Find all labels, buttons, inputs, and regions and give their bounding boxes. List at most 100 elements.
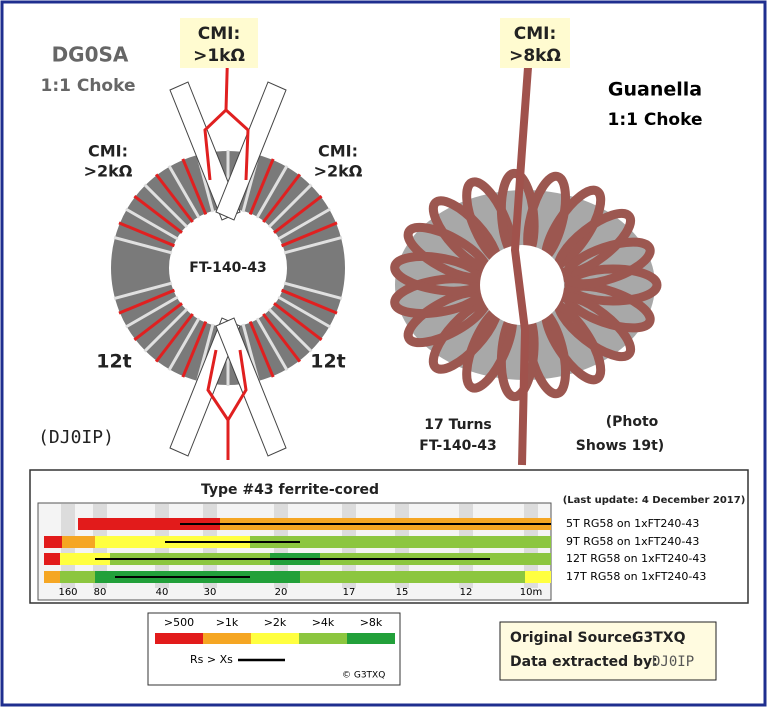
winding bbox=[248, 158, 275, 215]
cmi-value: >2kΩ bbox=[314, 162, 363, 181]
winding bbox=[167, 165, 201, 219]
winding bbox=[283, 281, 343, 300]
bar-segment bbox=[60, 571, 95, 583]
band-label: 17 bbox=[343, 587, 356, 598]
credit: (DJ0IP) bbox=[38, 427, 114, 448]
cmi-label: CMI: bbox=[198, 24, 241, 44]
winding bbox=[281, 288, 338, 315]
title: Guanella bbox=[608, 79, 702, 101]
winding bbox=[281, 221, 338, 248]
band-label: 30 bbox=[204, 587, 217, 598]
bar-segment bbox=[78, 518, 220, 530]
bar-segment bbox=[60, 553, 110, 565]
cmi-value: >2kΩ bbox=[84, 162, 133, 181]
winding bbox=[118, 221, 175, 248]
core-label: FT-140-43 bbox=[189, 260, 266, 276]
winding bbox=[248, 321, 275, 378]
legend-label: >500 bbox=[164, 616, 194, 629]
bar-segment bbox=[300, 571, 525, 583]
subtitle: 1:1 Choke bbox=[40, 76, 135, 96]
cmi-bg bbox=[180, 18, 258, 68]
winding bbox=[267, 307, 313, 353]
legend-swatch bbox=[299, 633, 347, 644]
copyright: © G3TXQ bbox=[342, 671, 385, 681]
note: (Photo bbox=[606, 414, 659, 430]
cmi-label: CMI: bbox=[88, 142, 128, 161]
winding bbox=[181, 158, 208, 215]
winding bbox=[167, 317, 201, 371]
cmi-value: >1kΩ bbox=[193, 46, 245, 66]
turns-label: 12t bbox=[310, 351, 346, 373]
bar-segment bbox=[44, 536, 62, 548]
winding bbox=[267, 183, 313, 229]
winding bbox=[133, 194, 183, 234]
winding bbox=[154, 313, 194, 363]
winding bbox=[277, 295, 331, 329]
winding bbox=[113, 281, 173, 300]
legend-box bbox=[147, 612, 401, 686]
cmi-label: CMI: bbox=[514, 24, 557, 44]
winding bbox=[113, 236, 173, 255]
band-label: 10m bbox=[520, 587, 542, 598]
band-label: 15 bbox=[396, 587, 409, 598]
band-label: 20 bbox=[275, 587, 288, 598]
legend-swatch bbox=[347, 633, 395, 644]
legend-swatch bbox=[251, 633, 299, 644]
rs-label: Rs > Xs bbox=[190, 653, 233, 666]
legend-label: >8k bbox=[360, 616, 383, 629]
bar-segment bbox=[250, 571, 300, 583]
winding bbox=[125, 295, 179, 329]
source-name: DJ0IP bbox=[652, 654, 694, 670]
cmi-label: CMI: bbox=[318, 142, 358, 161]
winding bbox=[255, 165, 289, 219]
row-label: 9T RG58 on 1xFT240-43 bbox=[566, 535, 699, 548]
toroid-photo bbox=[390, 39, 662, 466]
chart-title: Type #43 ferrite-cored bbox=[201, 482, 379, 498]
band-label: 80 bbox=[94, 587, 107, 598]
winding bbox=[283, 236, 343, 255]
cmi-value: >8kΩ bbox=[509, 46, 561, 66]
turn bbox=[561, 237, 655, 289]
chart-area bbox=[37, 502, 552, 601]
row-label: 17T RG58 on 1xFT240-43 bbox=[566, 570, 706, 583]
winding bbox=[118, 288, 175, 315]
update: (Last update: 4 December 2017) bbox=[563, 495, 746, 506]
bar-segment bbox=[44, 571, 60, 583]
winding bbox=[277, 207, 331, 241]
source-box bbox=[499, 621, 717, 681]
band-label: 12 bbox=[460, 587, 473, 598]
toroid-drawing bbox=[111, 39, 345, 460]
legend-label: >1k bbox=[216, 616, 239, 629]
turns-label: 12t bbox=[96, 351, 132, 373]
bar-segment bbox=[62, 536, 95, 548]
legend-label: >4k bbox=[312, 616, 335, 629]
cmi-bg bbox=[500, 18, 570, 68]
legend-swatch bbox=[155, 633, 203, 644]
band-label: 160 bbox=[58, 587, 77, 598]
legend-label: >2k bbox=[264, 616, 287, 629]
winding bbox=[133, 302, 183, 342]
title: DG0SA bbox=[52, 43, 129, 67]
winding bbox=[273, 302, 323, 342]
winding bbox=[125, 207, 179, 241]
bar-segment bbox=[250, 536, 551, 548]
winding bbox=[255, 317, 289, 371]
source: Original Source: bbox=[510, 630, 637, 646]
bar-segment bbox=[525, 571, 551, 583]
source-name: G3TXQ bbox=[632, 630, 686, 646]
note: Shows 19t) bbox=[576, 438, 664, 454]
bar-segment bbox=[44, 553, 60, 565]
winding bbox=[262, 313, 302, 363]
winding bbox=[262, 173, 302, 223]
winding bbox=[273, 194, 323, 234]
legend-swatch bbox=[203, 633, 251, 644]
row-label: 12T RG58 on 1xFT240-43 bbox=[566, 552, 706, 565]
winding bbox=[181, 321, 208, 378]
turns-label: 17 Turns bbox=[424, 417, 492, 433]
winding bbox=[143, 183, 189, 229]
source: Data extracted by: bbox=[510, 654, 658, 670]
winding bbox=[143, 307, 189, 353]
subtitle: 1:1 Choke bbox=[607, 110, 702, 130]
